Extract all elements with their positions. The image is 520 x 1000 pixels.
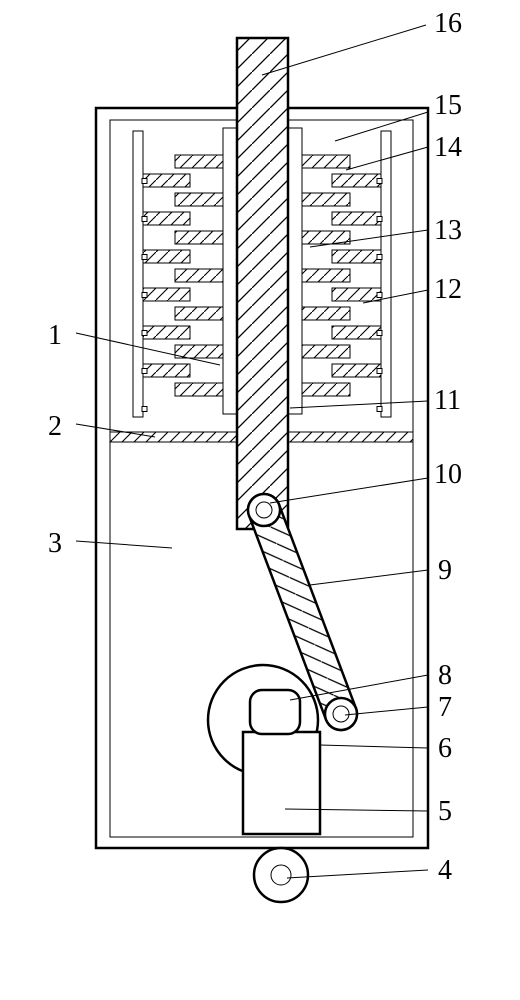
part-label-16: 16 <box>434 8 462 40</box>
part-label-12: 12 <box>434 274 462 306</box>
part-label-11: 11 <box>434 385 461 417</box>
part-label-14: 14 <box>434 132 462 164</box>
part-label-13: 13 <box>434 215 462 247</box>
part-label-7: 7 <box>438 692 452 724</box>
part-label-8: 8 <box>438 660 452 692</box>
part-label-15: 15 <box>434 90 462 122</box>
part-label-9: 9 <box>438 555 452 587</box>
part-label-6: 6 <box>438 733 452 765</box>
part-label-10: 10 <box>434 459 462 491</box>
part-label-2: 2 <box>48 411 62 443</box>
part-label-4: 4 <box>438 855 452 887</box>
part-label-5: 5 <box>438 796 452 828</box>
part-label-1: 1 <box>48 320 62 352</box>
part-label-3: 3 <box>48 528 62 560</box>
